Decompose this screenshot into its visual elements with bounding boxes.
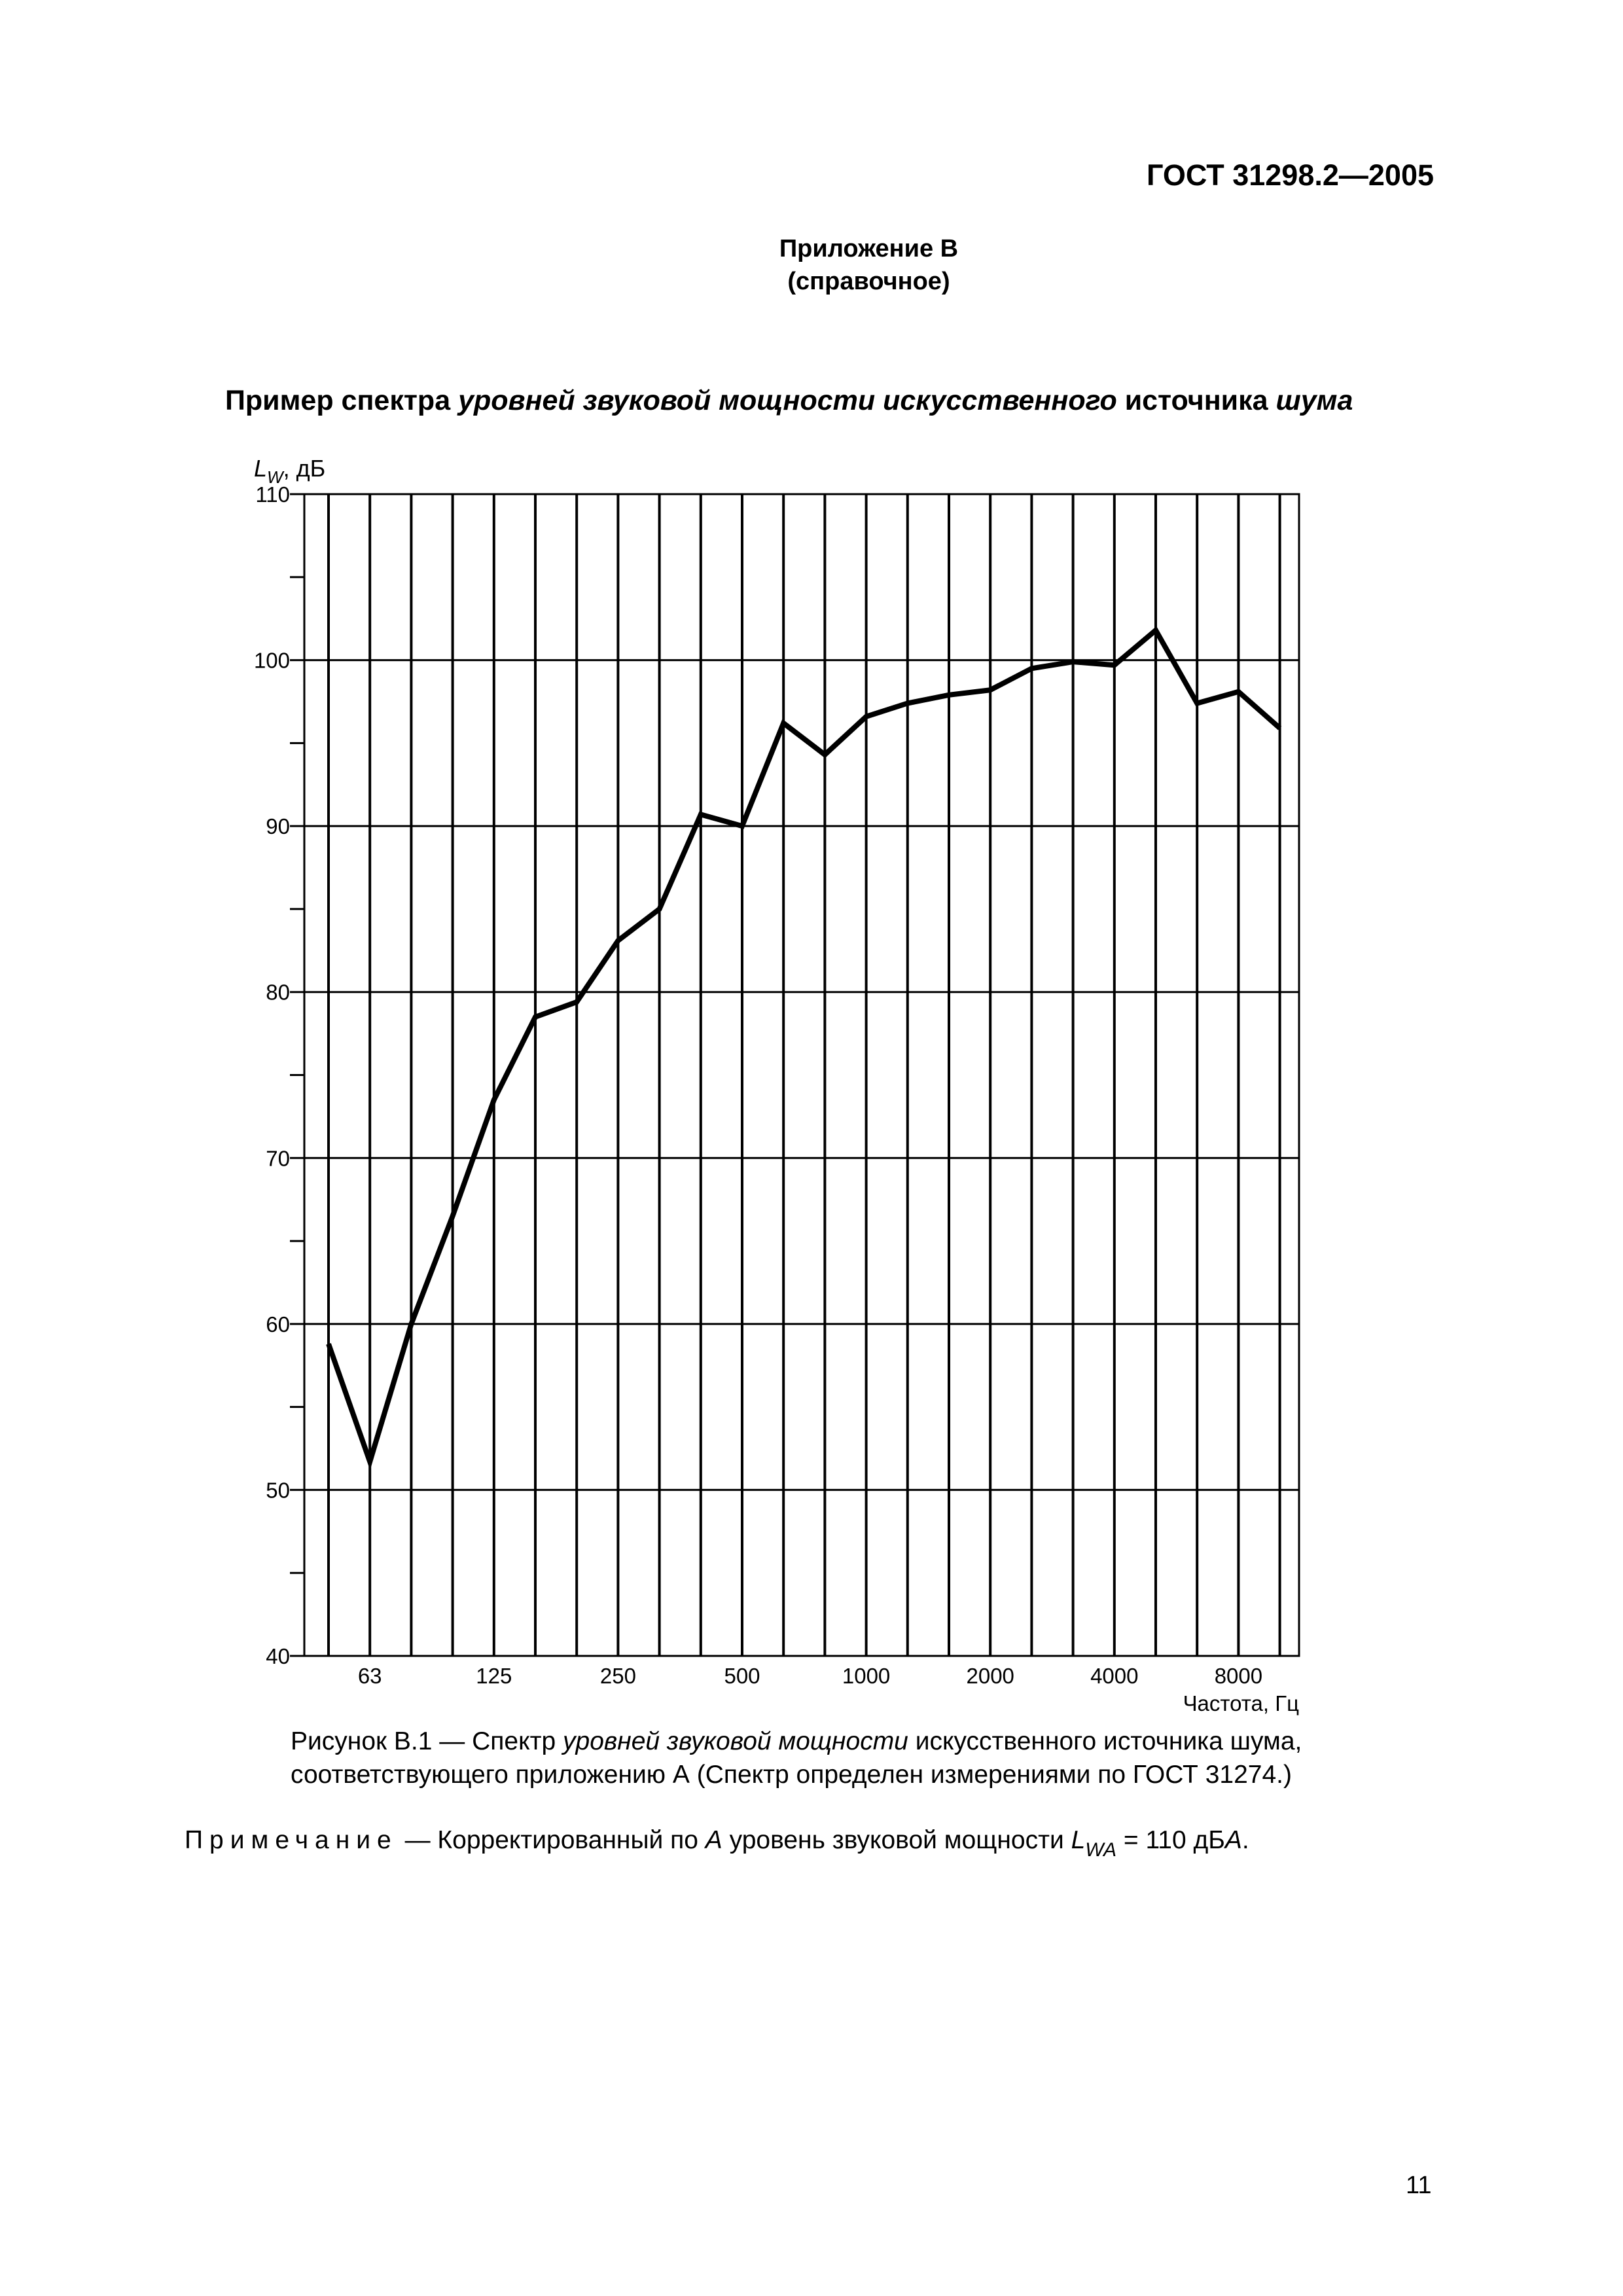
figure-title-part: Пример спектра [225,385,459,416]
y-tick-label: 100 [254,649,290,673]
note-label: Примечание [185,1826,398,1854]
figure-title-italic: шума [1275,385,1353,416]
caption-text: искусственного источника шума, [908,1727,1302,1755]
appendix-title: Приложение В [779,235,959,262]
note-symbol-sub: WA [1085,1839,1117,1861]
y-axis-label: LW, дБ [254,455,325,487]
note-text: . [1241,1826,1249,1854]
y-tick-label: 110 [255,482,290,507]
x-tick-label: 250 [600,1664,636,1688]
x-tick-label: 4000 [1090,1664,1138,1688]
y-tick-label: 50 [266,1478,290,1502]
figure-caption: Рисунок В.1 — Спектр уровней звуковой мо… [291,1725,1302,1791]
chart-axes [290,493,1300,1657]
y-tick-label: 60 [266,1312,290,1336]
note: Примечание — Корректированный по А урове… [185,1826,1249,1861]
appendix-subtitle: (справочное) [787,268,950,295]
y-tick-label: 90 [266,814,290,838]
x-axis-label: Частота, Гц [1183,1691,1300,1715]
chart-series [326,626,1282,1471]
y-tick-label: 80 [266,980,290,1005]
plot-frame [303,493,1300,1657]
figure-title: Пример спектра уровней звуковой мощности… [225,385,1353,417]
figure-title-part: источника [1116,385,1276,416]
x-tick-label: 8000 [1215,1664,1262,1688]
caption-line-1: Рисунок В.1 — Спектр уровней звуковой мо… [291,1725,1302,1758]
y-tick-label: 70 [266,1146,290,1170]
x-tick-label: 500 [724,1664,760,1688]
caption-line-2: соответствующего приложению А (Спектр оп… [291,1761,1292,1789]
note-text: уровень звуковой мощности [722,1826,1071,1854]
caption-italic: уровней звуковой мощности [563,1727,908,1755]
x-tick-label: 1000 [842,1664,890,1688]
spectrum-chart: 40 50 60 70 80 90 100 110 63 125 250 500 1000 2000 400… [254,455,1300,1715]
appendix-heading: Приложение В (справочное) [0,232,1623,298]
page-number: 11 [1406,2172,1432,2199]
y-tick-label: 40 [266,1644,290,1668]
figure-title-italic: уровней звуковой мощности искусственного [458,385,1117,416]
note-text: — Корректированный по [397,1826,705,1854]
note-italic: А [1224,1826,1242,1854]
caption-text: Рисунок В.1 — Спектр [291,1727,563,1755]
document-code: ГОСТ 31298.2—2005 [1146,158,1434,192]
spectrum-line [326,626,1282,1471]
chart-grid [304,493,1299,1657]
note-italic: А [705,1826,722,1854]
x-tick-label: 125 [476,1664,512,1688]
x-tick-label: 63 [358,1664,382,1688]
chart-labels: 40 50 60 70 80 90 100 110 63 125 250 500 1000 2000 400… [254,455,1299,1715]
note-symbol: L [1071,1826,1086,1854]
note-text: = 110 дБ [1116,1826,1225,1854]
x-tick-label: 2000 [966,1664,1014,1688]
